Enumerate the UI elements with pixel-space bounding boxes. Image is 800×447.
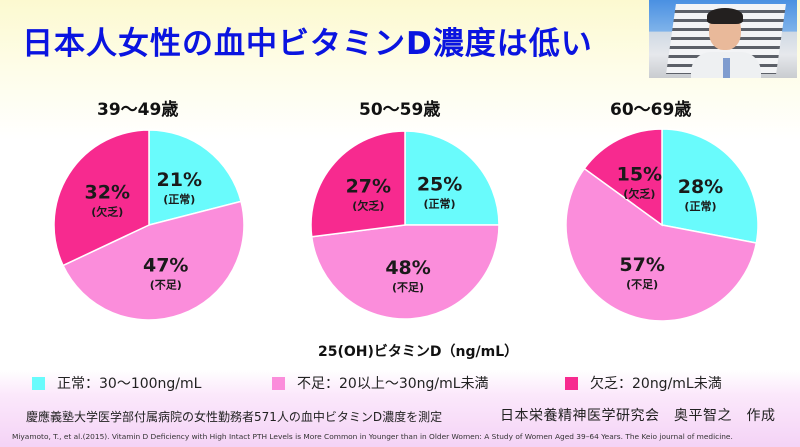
legend-text-normal: 正常：30〜100ng/mL: [57, 376, 202, 392]
pie-value-label-normal: 21%: [157, 169, 202, 191]
author-credit: 日本栄養精神医学研究会 奥平智之 作成: [500, 408, 776, 424]
pie-category-label-normal: (正常): [163, 192, 195, 206]
pie-chart-2: 28%(正常) 57% (不足) 15%(欠乏): [565, 128, 759, 322]
presenter-photo: [649, 0, 797, 78]
pie-chart-0: 21%(正常) 47% (不足) 32%(欠乏): [53, 129, 245, 321]
pie-chart-1: 25%(正常) 48% (不足) 27%(欠乏): [310, 130, 500, 320]
study-note: 慶應義塾大学医学部付属病院の女性勤務者571人の血中ビタミンD濃度を測定: [26, 410, 443, 424]
pie-value-label-insufficient: 48%: [385, 257, 430, 279]
legend-text-deficient: 欠乏：20ng/mL未満: [590, 376, 722, 392]
pie-category-label-deficient: (欠乏): [623, 187, 655, 201]
slide-title: 日本人女性の血中ビタミンD濃度は低い: [22, 26, 593, 62]
pie-value-label-normal: 28%: [678, 176, 723, 198]
pie-value-label-deficient: 15%: [617, 164, 662, 186]
presenter-tie: [723, 58, 730, 78]
presenter-hair: [707, 8, 743, 24]
legend-swatch-insufficient: [272, 376, 285, 390]
pie-category-label-insufficient: (不足): [150, 278, 182, 291]
pie-slice-deficient: [583, 128, 663, 227]
pie-category-label-deficient: (欠乏): [352, 199, 384, 213]
pie-slice-normal: [404, 130, 500, 226]
pie-value-label-insufficient: 47%: [143, 254, 188, 276]
legend-text-insufficient: 不足：20以上〜30ng/mL未満: [297, 376, 489, 392]
pie-slice-normal: [148, 129, 242, 226]
pie-title-39-49: 39〜49歳: [97, 100, 179, 120]
pie-category-label-insufficient: (不足): [392, 281, 424, 294]
pie-value-label-normal: 25%: [417, 173, 462, 195]
pie-slice-insufficient: [565, 167, 758, 322]
legend-item-deficient: 欠乏：20ng/mL未満: [565, 374, 722, 392]
pie-value-label-insufficient: 57%: [619, 254, 664, 276]
pie-title-60-69: 60〜69歳: [610, 100, 692, 120]
pie-title-50-59: 50〜59歳: [359, 100, 441, 120]
pie-category-label-insufficient: (不足): [626, 278, 658, 291]
pie-slice-deficient: [53, 129, 150, 267]
pie-category-label-deficient: (欠乏): [91, 205, 123, 219]
pie-category-label-normal: (正常): [424, 196, 456, 210]
legend-item-insufficient: 不足：20以上〜30ng/mL未満: [272, 374, 489, 392]
pie-slice-normal: [661, 128, 759, 244]
pie-value-label-deficient: 32%: [85, 182, 130, 204]
unit-label: 25(OH)ビタミンD（ng/mL）: [318, 344, 519, 360]
legend-item-normal: 正常：30〜100ng/mL: [32, 374, 201, 392]
pie-value-label-deficient: 27%: [346, 176, 391, 198]
pie-category-label-normal: (正常): [684, 199, 716, 213]
pie-slice-insufficient: [62, 200, 245, 321]
pie-slice-insufficient: [310, 224, 500, 320]
reference-citation: Miyamoto, T., et al.(2015). Vitamin D De…: [12, 432, 733, 441]
legend-swatch-normal: [32, 376, 45, 390]
legend-swatch-deficient: [565, 376, 578, 390]
pie-slice-deficient: [310, 130, 406, 238]
